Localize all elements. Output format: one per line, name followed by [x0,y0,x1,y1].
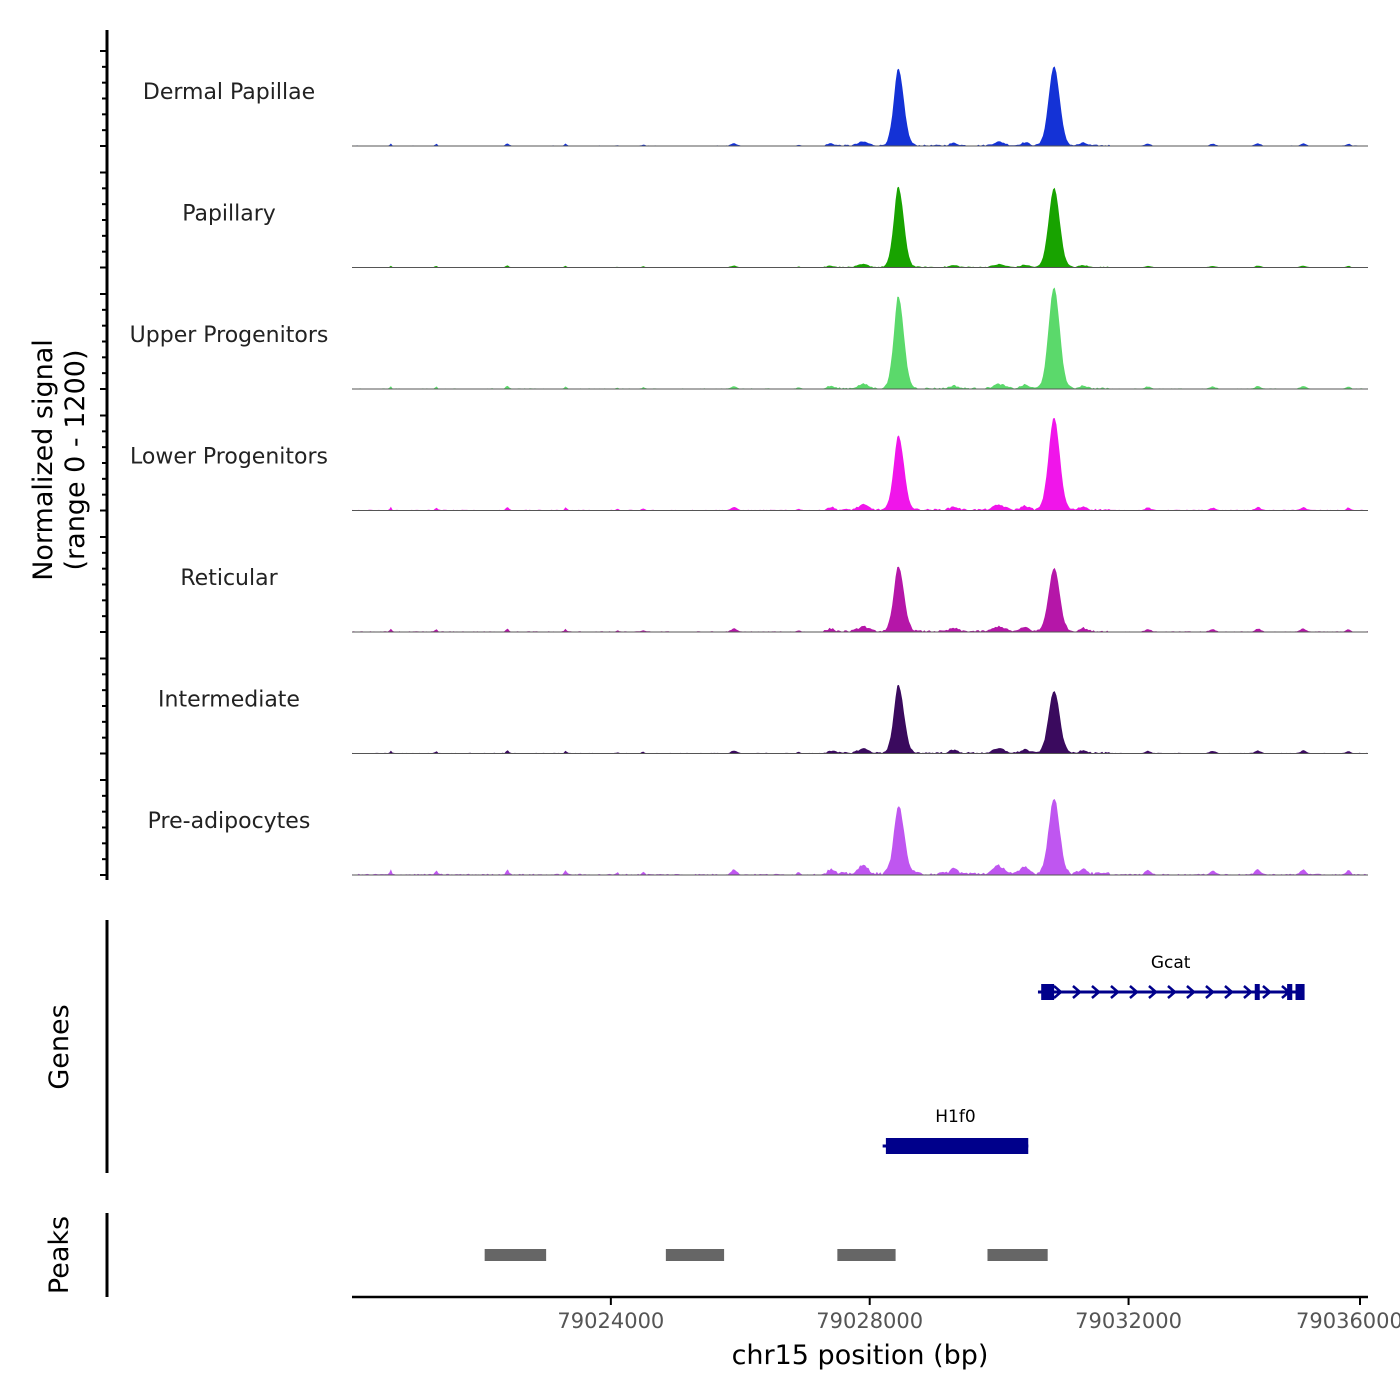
signal-track: Lower Progenitors [130,418,1368,511]
strand-arrow [1091,985,1101,999]
track-label: Papillary [182,202,276,227]
strand-arrow [1072,985,1082,999]
signal-area [352,684,1368,754]
track-label: Dermal Papillae [143,80,315,105]
peaks-panel-label: Peaks [44,1216,75,1294]
track-label: Reticular [180,566,278,591]
strand-arrow [1186,985,1196,999]
peak-region [837,1249,896,1261]
strand-arrow [1148,985,1158,999]
track-label: Upper Progenitors [130,323,329,348]
gene-model: Gcat [1037,953,1305,1000]
gene-label: H1f0 [935,1107,975,1127]
strand-arrow [1224,985,1234,999]
gene-model: H1f0 [882,1107,1029,1154]
gene-exon [1295,984,1305,1000]
peak-region [484,1249,547,1261]
track-label: Pre-adipocytes [148,809,311,834]
signal-area [352,799,1368,875]
gene-exon [1254,984,1260,1000]
signal-track: Dermal Papillae [143,66,1368,147]
strand-arrow [1205,985,1215,999]
signal-area [352,186,1368,268]
y-axis-title-line2: (range 0 - 1200) [60,350,91,571]
genes-panel: Genes Gcat H1f0 [44,920,1305,1173]
signal-area [352,566,1368,632]
gene-exon [1041,984,1055,1000]
strand-arrow [1129,985,1139,999]
x-tick-label: 79036000 [1296,1309,1400,1333]
signal-area [352,418,1368,511]
signal-area [352,66,1368,146]
strand-arrow [1262,985,1272,999]
signal-y-axis [100,30,109,880]
peak-region [665,1249,725,1261]
signal-area [352,287,1368,389]
x-tick-label: 79028000 [816,1309,923,1333]
y-axis-title-line1: Normalized signal [28,339,59,581]
signal-track: Upper Progenitors [130,287,1368,390]
signal-tracks: Dermal Papillae Papillary Upper Progenitor… [130,66,1368,876]
signal-track: Pre-adipocytes [148,799,1368,876]
strand-arrow [1110,985,1120,999]
gene-exon [1287,984,1293,1000]
strand-arrow [1243,985,1253,999]
x-axis-title: chr15 position (bp) [732,1340,989,1371]
x-axis: 79024000 79028000 79032000 79036000 chr15 p… [352,1295,1400,1371]
x-tick-label: 79024000 [557,1309,664,1333]
x-tick-label: 79032000 [1075,1309,1182,1333]
signal-track: Reticular [180,566,1368,633]
strand-arrow [1167,985,1177,999]
gene-label: Gcat [1151,953,1191,973]
track-label: Intermediate [158,688,300,713]
peaks-panel: Peaks [44,1213,1048,1297]
signal-track: Papillary [182,186,1368,268]
signal-track: Intermediate [158,684,1368,754]
track-label: Lower Progenitors [130,445,328,470]
peak-region [987,1249,1048,1261]
strand-arrow [1053,985,1063,999]
genes-panel-label: Genes [44,1004,75,1089]
gene-exon [885,1138,1029,1154]
